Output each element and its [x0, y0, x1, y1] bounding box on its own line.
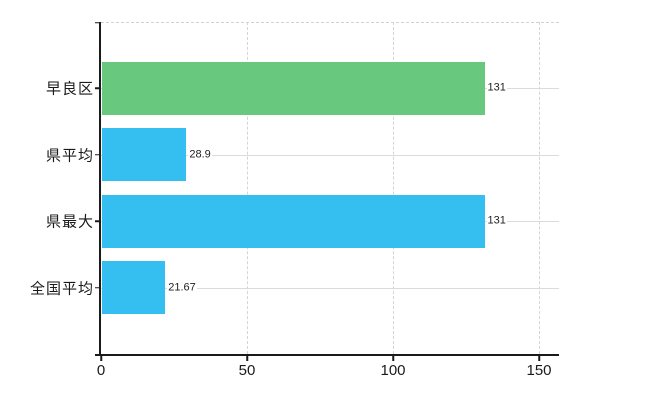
- row-gridline: [101, 287, 559, 289]
- y-axis-tick: [95, 220, 101, 223]
- y-axis-tick: [95, 154, 101, 156]
- plot-area: 131 28.9 131 21.67: [101, 22, 559, 354]
- x-axis-tick: [392, 354, 394, 361]
- value-label: 131: [486, 214, 507, 228]
- bar-zenkoku-heikin: [102, 261, 166, 315]
- value-label: 21.67: [167, 281, 197, 295]
- x-axis-tick: [246, 354, 248, 361]
- x-tick-label-50: 50: [238, 362, 256, 379]
- value-label: 28.9: [188, 148, 212, 162]
- category-label-sawaraku: 早良区: [45, 80, 94, 98]
- y-axis-tick: [95, 287, 101, 289]
- category-label-zenkoku-heikin: 全国平均: [29, 280, 94, 298]
- x-axis-tick: [100, 354, 102, 361]
- category-label-ken-saidai: 県最大: [45, 213, 94, 231]
- bar-ken-heikin: [102, 128, 187, 182]
- x-tick-label-0: 0: [96, 362, 106, 379]
- x-tick-label-100: 100: [380, 362, 406, 379]
- y-axis-top-tick: [95, 21, 101, 24]
- x-axis-line: [95, 354, 559, 356]
- x-tick-label-150: 150: [526, 362, 552, 379]
- y-axis-tick: [95, 87, 101, 90]
- x-axis-tick: [538, 354, 540, 361]
- plot-top-border: [101, 22, 559, 23]
- bar-sawaraku: [102, 61, 485, 115]
- bar-ken-saidai: [102, 194, 485, 248]
- category-label-ken-heikin: 県平均: [45, 147, 94, 165]
- row-gridline: [101, 154, 559, 156]
- vertical-gridline-50: [247, 22, 248, 354]
- vertical-gridline-100: [393, 22, 394, 354]
- value-label: 131: [486, 81, 507, 95]
- y-axis-line: [99, 22, 101, 354]
- vertical-gridline-150: [539, 22, 540, 354]
